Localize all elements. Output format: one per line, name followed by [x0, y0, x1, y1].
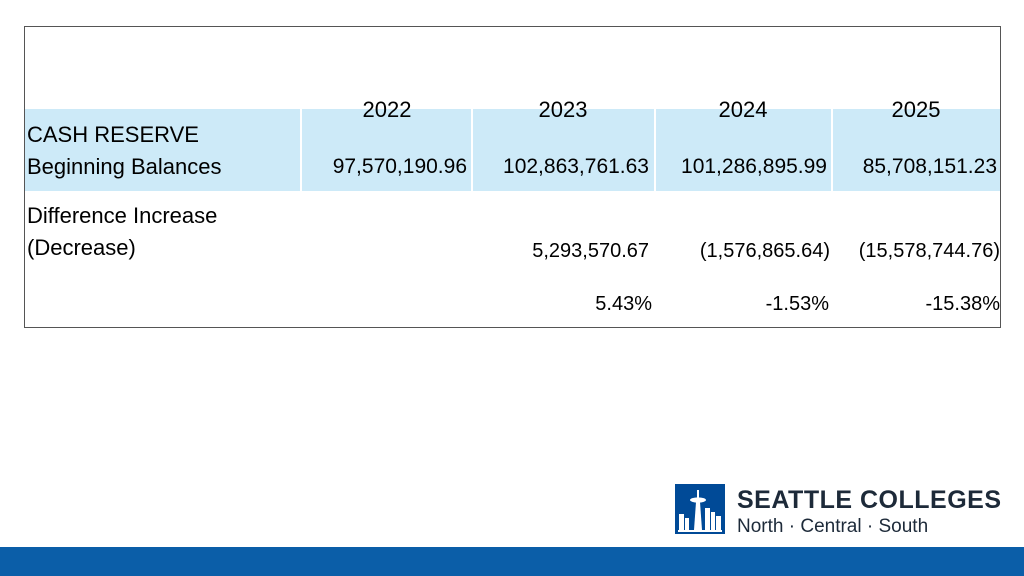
highlight-cell-label [25, 109, 300, 191]
logo-subtitle: North · Central · South [737, 516, 929, 537]
difference-2025: (15,578,744.76) [858, 240, 1000, 262]
logo-title: SEATTLE COLLEGES [737, 486, 1002, 514]
cash-reserve-2024: 101,286,895.99 [681, 155, 827, 178]
highlight-cell-2024 [656, 109, 831, 191]
year-header-2022: 2022 [362, 97, 412, 122]
cash-reserve-label: CASH RESERVE Beginning Balances [27, 119, 221, 183]
cash-reserve-2022: 97,570,190.96 [332, 155, 467, 178]
cash-reserve-label-line1: CASH RESERVE [27, 122, 199, 147]
difference-label-line2: (Decrease) [27, 235, 136, 260]
seattle-colleges-logo: SEATTLE COLLEGES North · Central · South [675, 484, 1005, 540]
cash-reserve-2023: 102,863,761.63 [503, 155, 649, 178]
year-header-2023: 2023 [538, 97, 588, 122]
cash-reserve-label-line2: Beginning Balances [27, 154, 222, 179]
space-needle-icon [675, 484, 725, 534]
percent-2023: 5.43% [595, 293, 652, 315]
percent-2025: -15.38% [925, 293, 1001, 315]
highlight-cell-2023 [473, 109, 654, 191]
difference-label: Difference Increase (Decrease) [27, 200, 217, 264]
highlight-cell-2022 [302, 109, 471, 191]
difference-2024: (1,576,865.64) [699, 240, 830, 262]
year-header-2024: 2024 [718, 97, 768, 122]
cash-reserve-2025: 85,708,151.23 [862, 155, 997, 178]
percent-2024: -1.53% [765, 293, 829, 315]
bottom-brand-bar [0, 547, 1024, 576]
year-header-2025: 2025 [891, 97, 941, 122]
cash-reserve-table: 2022 2023 2024 2025 CASH RESERVE Beginni… [24, 26, 1001, 328]
highlight-cell-2025 [833, 109, 1000, 191]
difference-label-line1: Difference Increase [27, 203, 218, 228]
difference-2023: 5,293,570.67 [532, 240, 649, 262]
